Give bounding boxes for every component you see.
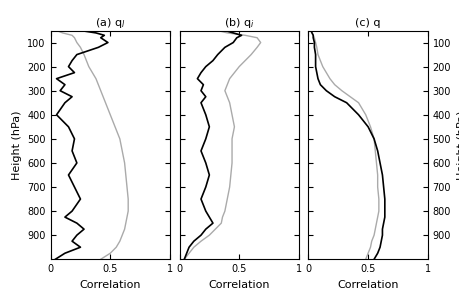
X-axis label: Correlation: Correlation [336,280,398,290]
Y-axis label: Height (hPa): Height (hPa) [11,110,22,180]
X-axis label: Correlation: Correlation [208,280,269,290]
Title: (c) q: (c) q [355,18,380,28]
Y-axis label: Height (hPa): Height (hPa) [456,110,459,180]
Title: (b) q$_i$: (b) q$_i$ [224,16,254,30]
X-axis label: Correlation: Correlation [79,280,141,290]
Title: (a) q$_l$: (a) q$_l$ [95,16,125,30]
